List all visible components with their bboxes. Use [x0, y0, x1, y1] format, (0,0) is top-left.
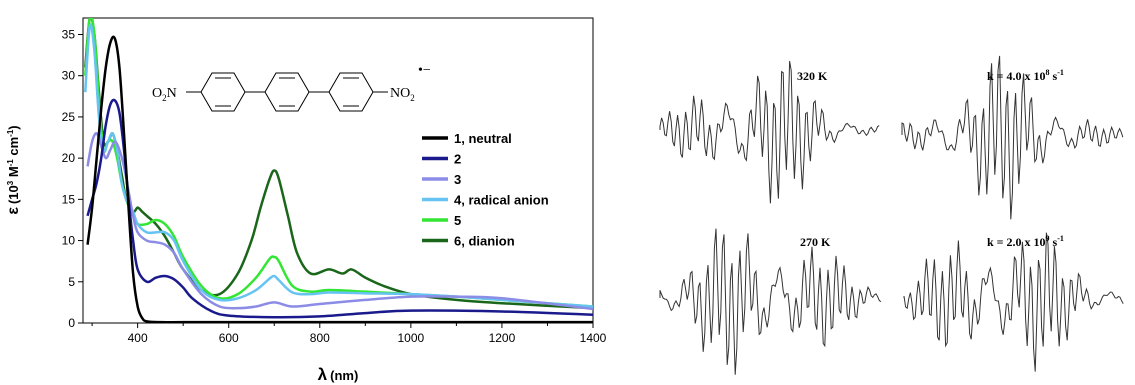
legend-label-1: 1, neutral — [454, 131, 512, 146]
svg-text:O2N: O2N — [152, 86, 177, 103]
legend-label-4: 4, radical anion — [454, 193, 549, 208]
x-tick-label: 400 — [128, 331, 148, 345]
y-ticks: 0 5 10 15 20 25 30 35 — [62, 27, 83, 330]
epr-spectra-panel: 320 K k = 4.0 x 108 s-1 270 K k = 2.0 x … — [659, 55, 1124, 375]
y-tick-label: 35 — [62, 27, 76, 41]
series-line-3 — [86, 132, 593, 311]
x-tick-label: 1200 — [489, 331, 516, 345]
y-tick-label: 20 — [62, 151, 76, 165]
y-tick-label: 0 — [68, 316, 75, 330]
svg-text:•−: •− — [418, 63, 431, 78]
legend: 1, neutral 2 3 4, radical anion 5 6, dianion — [422, 131, 549, 249]
y-axis-symbol: ε — [5, 207, 22, 215]
legend-label-6: 6, dianion — [454, 234, 515, 249]
x-axis-label: λ (nm) — [318, 365, 359, 384]
x-axis-unit: (nm) — [330, 368, 358, 383]
series-line-6 — [84, 18, 593, 310]
epr-traces — [659, 55, 1124, 375]
x-tick-label: 800 — [310, 331, 330, 345]
epr-trace-4 — [903, 232, 1124, 372]
epr-trace-3 — [659, 228, 882, 375]
label-k-2e9: k = 2.0 x 109 s-1 — [987, 234, 1064, 249]
y-tick-label: 25 — [62, 110, 76, 124]
x-axis-symbol: λ — [318, 365, 328, 384]
x-tick-label: 1400 — [580, 331, 607, 345]
legend-label-3: 3 — [454, 172, 461, 187]
label-k-4e8: k = 4.0 x 108 s-1 — [987, 68, 1064, 83]
epr-trace-1 — [659, 61, 880, 204]
y-axis-label: ε(103 M-1 cm-1) — [5, 125, 22, 214]
epr-trace-2 — [901, 55, 1124, 220]
y-tick-label: 5 — [68, 275, 75, 289]
series-line-4 — [84, 23, 593, 308]
svg-text:NO2: NO2 — [390, 86, 415, 103]
label-270k: 270 K — [800, 235, 831, 249]
series-line-2 — [86, 98, 593, 319]
x-tick-label: 1000 — [398, 331, 425, 345]
legend-label-5: 5 — [454, 213, 461, 228]
molecule-structure: O2N NO2 •− — [152, 63, 431, 112]
series-line-1 — [86, 35, 593, 323]
x-tick-label: 600 — [219, 331, 239, 345]
series-line-5 — [84, 18, 593, 308]
series-group — [84, 18, 593, 323]
label-320k: 320 K — [797, 69, 828, 83]
x-ticks: 400 600 800 1000 1200 1400 — [91, 323, 607, 345]
legend-label-2: 2 — [454, 152, 461, 167]
y-tick-label: 10 — [62, 234, 76, 248]
y-tick-label: 30 — [62, 69, 76, 83]
y-tick-label: 15 — [62, 192, 76, 206]
